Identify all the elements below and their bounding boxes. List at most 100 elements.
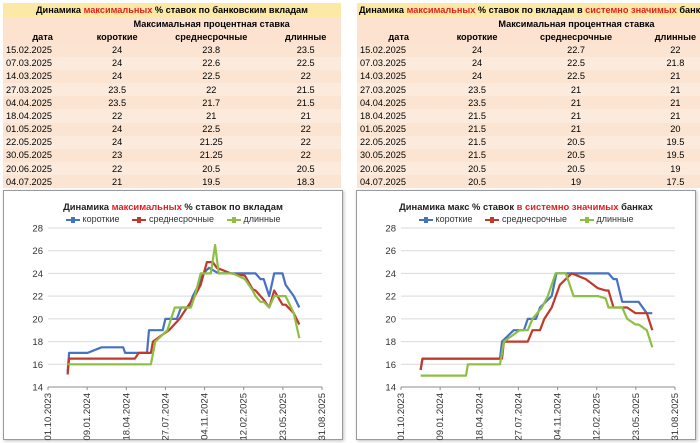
- table-row: 18.04.2025 21.5 21 21: [357, 109, 700, 123]
- table-cell: 21: [513, 109, 639, 123]
- table-cell: 21: [513, 82, 639, 97]
- column-header-long: длинные: [638, 30, 700, 44]
- table-cell: 23: [82, 148, 153, 163]
- title-part: % ставок по вкладам: [181, 201, 283, 212]
- table-cell: 23.5: [440, 96, 514, 110]
- subheader-blank: [3, 17, 83, 31]
- table-cell: 23.5: [270, 43, 341, 57]
- table-cell: 21: [513, 96, 639, 110]
- table-cell: 04.04.2025: [3, 96, 83, 110]
- table-row: 04.07.2025 21 19.5 18.3: [3, 175, 341, 189]
- table-cell: 20.5: [513, 135, 639, 149]
- table-cell: 21.5: [270, 82, 341, 97]
- y-tick-label: 26: [385, 246, 396, 257]
- chart-plot: 14 16 18 20 22 24 26 28 01.10.2023 09.01.2024 18.0…: [385, 224, 681, 441]
- x-tick-label: 01.10.2023: [43, 393, 54, 441]
- table-cell: 15.02.2025: [357, 43, 441, 57]
- chart-plot: 14 16 18 20 22 24 26 28 01.10.2023 09.01.2024 18.0…: [32, 224, 328, 441]
- y-tick-label: 28: [385, 224, 396, 235]
- table-cell: 20.5: [513, 148, 639, 163]
- legend-swatch: [579, 216, 594, 223]
- legend-item-short: короткие: [418, 214, 473, 224]
- table-cell: 18.04.2025: [3, 109, 83, 123]
- title-part: банках: [679, 5, 700, 15]
- table-row: 07.03.2025 24 22.5 21.8: [357, 56, 700, 70]
- legend-swatch: [485, 216, 499, 223]
- chart-legend: короткие среднесрочные длинные: [357, 214, 695, 224]
- table-cell: 22: [270, 69, 341, 83]
- table-cell: 07.03.2025: [357, 56, 441, 70]
- column-header-short: короткие: [82, 30, 153, 44]
- table-row: 30.05.2025 21.5 20.5 19.5: [357, 148, 700, 163]
- table-row: 27.03.2025 23.5 22 21.5: [3, 82, 341, 97]
- y-tick-label: 26: [32, 246, 43, 257]
- table-cell: 21.5: [270, 96, 341, 110]
- table-row: 27.03.2025 23.5 21 21: [357, 82, 700, 97]
- table-cell: 21: [513, 122, 639, 136]
- table-cell: 22.5: [270, 56, 341, 70]
- x-tick-label: 27.07.2024: [513, 393, 524, 441]
- table-cell: 22.5: [513, 69, 639, 83]
- chart-title: Динамика макс % ставок в системно значим…: [357, 201, 695, 212]
- table-subheader: Максимальная процентная ставка: [82, 17, 341, 31]
- legend-item-long: длинные: [579, 214, 633, 224]
- table-cell: 18.3: [270, 175, 341, 189]
- table-cell: 23.5: [440, 82, 514, 97]
- title-part: Динамика: [36, 5, 84, 15]
- table-cell: 22: [270, 148, 341, 163]
- legend-label: короткие: [82, 214, 120, 224]
- table-cell: 21.25: [152, 135, 271, 149]
- table-cell: 04.07.2025: [357, 175, 441, 189]
- y-tick-label: 28: [32, 224, 43, 235]
- table-cell: 22.5: [152, 122, 271, 136]
- y-tick-label: 24: [32, 269, 43, 280]
- x-tick-label: 18.04.2024: [121, 393, 132, 441]
- table-cell: 20.06.2025: [357, 162, 441, 176]
- table-row: 22.05.2025 21.5 20.5 19.5: [357, 135, 700, 149]
- y-tick-label: 22: [385, 292, 396, 303]
- table-title: Динамика максимальных % ставок по вклада…: [357, 3, 700, 17]
- table-cell: 22.7: [513, 43, 639, 57]
- table-cell: 17.5: [638, 175, 700, 189]
- rates-table-systemic-banks: Динамика максимальных % ставок по вклада…: [357, 3, 700, 189]
- table-cell: 19.5: [638, 148, 700, 163]
- series-line-0: [66, 266, 301, 373]
- table-cell: 22.05.2025: [357, 135, 441, 149]
- table-cell: 01.05.2025: [3, 122, 83, 136]
- table-rows: 15.02.2025 24 23.8 23.5 07.03.2025 24 22.6 22.5…: [3, 43, 341, 189]
- table-cell: 22.5: [513, 56, 639, 70]
- legend-swatch: [226, 216, 241, 223]
- table-cell: 21.25: [152, 148, 271, 163]
- table-cell: 01.05.2025: [357, 122, 441, 136]
- table-cell: 21: [638, 82, 700, 97]
- legend-label: короткие: [435, 214, 473, 224]
- chart-all-banks: Динамика максимальных % ставок по вклада…: [3, 190, 343, 441]
- title-part: Динамика макс % ставок: [399, 201, 517, 212]
- table-rows: 15.02.2025 24 22.7 22 07.03.2025 24 22.5 21.8 14…: [357, 43, 700, 189]
- title-part: Динамика: [63, 201, 112, 212]
- legend-label: среднесрочные: [149, 214, 214, 224]
- table-cell: 24: [440, 69, 514, 83]
- y-tick-label: 14: [32, 383, 43, 394]
- table-cell: 23.5: [82, 96, 153, 110]
- table-cell: 14.03.2025: [357, 69, 441, 83]
- title-highlight: максимальных: [111, 201, 182, 212]
- table-cell: 21: [638, 69, 700, 83]
- table-cell: 21.8: [638, 56, 700, 70]
- table-row: 15.02.2025 24 22.7 22: [357, 43, 700, 57]
- table-cell: 04.04.2025: [357, 96, 441, 110]
- table-cell: 21.5: [440, 135, 514, 149]
- table-cell: 23.5: [82, 82, 153, 97]
- title-part: % ставок по вкладам в: [475, 5, 586, 15]
- table-cell: 22.5: [152, 69, 271, 83]
- x-tick-label: 04.11.2024: [200, 393, 211, 440]
- title-part: Динамика: [359, 5, 407, 15]
- chart-title: Динамика максимальных % ставок по вклада…: [4, 201, 342, 212]
- table-row: 20.06.2025 20.5 20.5 19: [357, 162, 700, 176]
- table-cell: 22: [270, 122, 341, 136]
- table-row: 14.03.2025 24 22.5 21: [357, 69, 700, 83]
- title-highlight: максимальных: [83, 5, 153, 15]
- table-cell: 21: [638, 109, 700, 123]
- legend-item-medium: среднесрочные: [485, 214, 567, 224]
- title-part: % ставок по банковским вкладам: [152, 5, 308, 15]
